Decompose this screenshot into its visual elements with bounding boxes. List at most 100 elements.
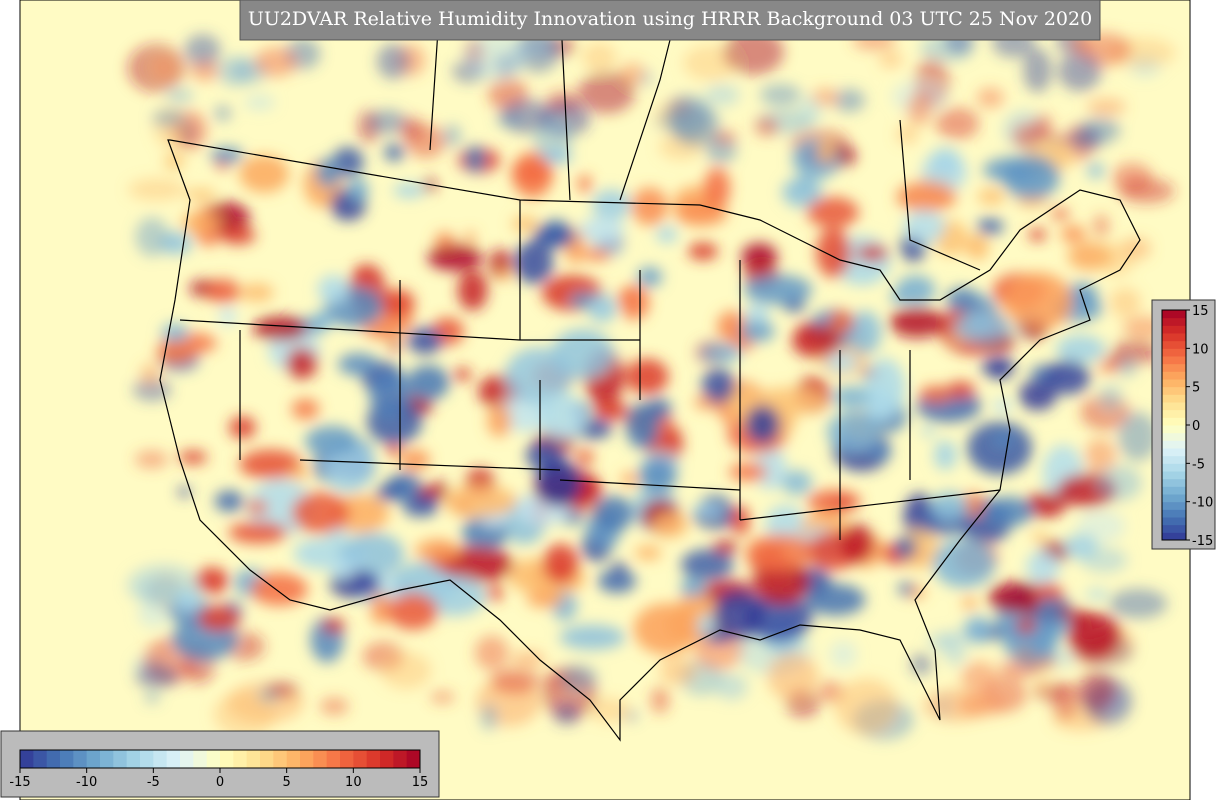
field-blob	[161, 322, 189, 344]
field-blob	[387, 442, 402, 457]
field-blob	[1051, 681, 1080, 719]
field-blob	[480, 704, 498, 731]
colorbar-segment	[1162, 371, 1186, 380]
field-blob	[754, 116, 779, 137]
field-blob	[134, 665, 179, 688]
field-blob	[1086, 98, 1127, 116]
colorbar-segment	[153, 750, 168, 768]
field-blob	[1026, 550, 1060, 585]
field-blob	[935, 107, 980, 140]
field-blob	[291, 491, 350, 534]
field-blob	[165, 88, 194, 103]
field-blob	[636, 266, 663, 287]
field-blob	[1108, 588, 1168, 619]
field-blob	[856, 245, 888, 262]
field-blob	[1085, 589, 1109, 599]
field-blob	[213, 691, 276, 738]
colorbar-segment	[73, 750, 88, 768]
colorbar-segment	[1162, 425, 1186, 434]
colorbar-segment	[313, 750, 328, 768]
colorbar-segment	[406, 750, 421, 768]
field-blob	[1015, 647, 1034, 659]
field-blob	[553, 703, 580, 726]
colorbar-segment	[1162, 386, 1186, 395]
field-blob	[705, 631, 733, 644]
field-blob	[1023, 48, 1052, 93]
field-blob	[399, 116, 423, 141]
colorbar-segment	[1162, 432, 1186, 441]
field-blob	[551, 328, 615, 380]
field-blob	[305, 425, 359, 457]
field-blob	[594, 400, 629, 421]
colorbar-segment	[1162, 310, 1186, 319]
colorbar-segment	[340, 750, 354, 768]
field-blob	[921, 426, 936, 437]
tick-label: 5	[1192, 381, 1200, 396]
field-blob	[1094, 465, 1142, 501]
field-blob	[977, 188, 1006, 205]
tick-label: -15	[1192, 534, 1213, 549]
field-blob	[927, 632, 956, 651]
field-blob	[322, 618, 346, 634]
field-blob	[681, 549, 734, 581]
field-blob	[288, 467, 309, 481]
field-blob	[559, 664, 598, 691]
field-blob	[575, 449, 594, 465]
field-blob	[1044, 360, 1090, 395]
field-blob	[933, 440, 957, 471]
field-blob	[650, 686, 670, 714]
tick-label: 5	[283, 775, 291, 790]
field-blob	[487, 404, 512, 437]
field-blob	[1033, 114, 1053, 140]
field-blob	[463, 32, 528, 80]
field-blob	[712, 540, 738, 555]
field-blob	[337, 353, 380, 376]
tick-label: 15	[1192, 304, 1209, 319]
field-blob	[430, 690, 455, 704]
field-blob	[329, 560, 355, 580]
field-blob	[513, 241, 554, 284]
colorbar-segment	[260, 750, 274, 768]
colorbar-segment	[1162, 524, 1186, 533]
colorbar-segment	[100, 750, 114, 768]
field-blob	[1109, 287, 1141, 318]
field-blob	[962, 596, 978, 610]
tick-label: -15	[9, 775, 30, 790]
colorbar-segment	[393, 750, 408, 768]
field-blob	[380, 652, 432, 690]
field-blob	[896, 125, 919, 144]
field-blob	[631, 187, 668, 226]
field-blob	[1098, 383, 1123, 411]
field-blob	[393, 183, 425, 198]
colorbar-segment	[1162, 348, 1186, 357]
field-blob	[597, 569, 637, 594]
innovation-field	[126, 25, 1176, 741]
field-blob	[712, 590, 765, 640]
field-blob	[832, 385, 871, 409]
field-blob	[134, 450, 169, 469]
field-blob	[535, 458, 582, 507]
field-blob	[559, 624, 626, 650]
field-blob	[239, 449, 303, 480]
field-blob	[1092, 214, 1110, 239]
field-blob	[715, 673, 748, 701]
tick-label: -5	[147, 775, 160, 790]
field-blob	[731, 505, 751, 536]
colorbar-segment	[113, 750, 128, 768]
field-blob	[896, 181, 957, 212]
colorbar-segment	[20, 750, 34, 768]
field-blob	[959, 693, 1008, 717]
field-blob	[286, 347, 318, 380]
field-blob	[126, 564, 201, 607]
colorbar-segment	[1162, 471, 1186, 480]
field-blob	[254, 47, 298, 78]
field-blob	[1079, 117, 1121, 144]
field-blob	[240, 283, 274, 302]
colorbar-segment	[1162, 448, 1186, 457]
field-blob	[1025, 492, 1067, 518]
field-blob	[347, 178, 369, 203]
field-blob	[219, 307, 237, 326]
field-blob	[194, 567, 229, 594]
field-blob	[651, 511, 688, 539]
field-blob	[582, 42, 617, 72]
